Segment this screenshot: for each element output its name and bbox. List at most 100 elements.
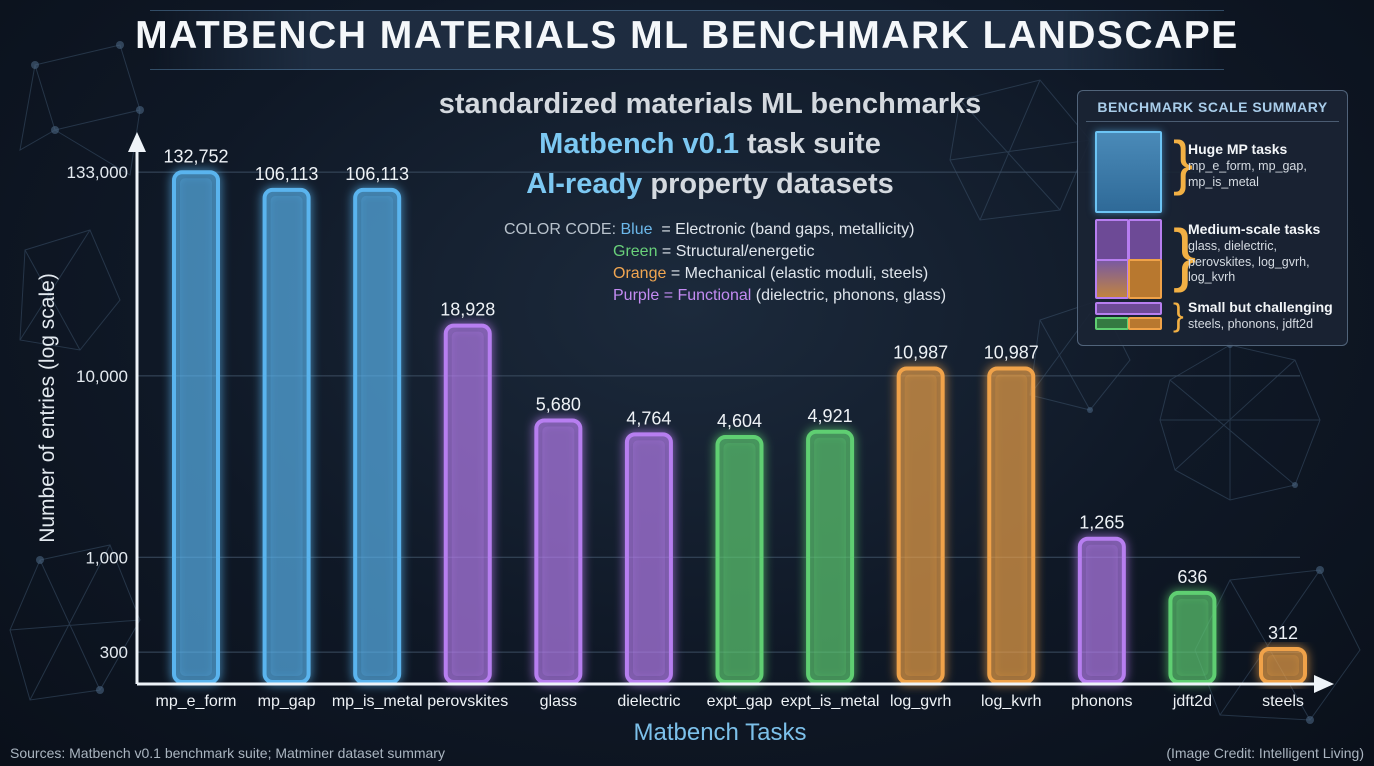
bar [1168, 590, 1217, 684]
x-axis-title: Matbench Tasks [634, 719, 807, 746]
subtitle-line-1: standardized materials ML benchmarks [438, 88, 982, 120]
data-label: 312 [1268, 623, 1298, 643]
data-label: 132,752 [163, 146, 228, 166]
color-code-blue-word: Blue [620, 221, 653, 238]
subtitle-highlight-ai: AI-ready [526, 168, 643, 200]
bar [1259, 646, 1307, 685]
bar [896, 366, 945, 684]
medium-tasks-swatch-orange [1128, 259, 1162, 299]
medium-tasks-swatch-mixed [1095, 259, 1129, 299]
color-code-green: Green = Structural/energetic [613, 243, 814, 261]
sources-note: Sources: Matbench v0.1 benchmark suite; … [10, 745, 445, 761]
subtitle-highlight-version: Matbench v0.1 [539, 128, 739, 160]
summary-divider [1086, 121, 1339, 122]
bar [1077, 536, 1126, 684]
summary-text-small: steels, phonons, jdft2d [1188, 317, 1314, 331]
y-tick-label: 133,000 [67, 163, 128, 182]
data-label: 4,764 [626, 408, 671, 428]
data-label: 10,987 [893, 343, 948, 363]
y-tick-label: 1,000 [85, 548, 128, 567]
color-code-label: COLOR CODE: [504, 221, 617, 238]
data-label: 4,921 [808, 406, 853, 426]
bar [987, 366, 1036, 684]
summary-text-medium: glass, dielectric, perovskites, log_gvrh… [1188, 239, 1310, 284]
bar-inner [1176, 598, 1209, 676]
x-tick-label: dielectric [617, 693, 680, 710]
bar [534, 418, 583, 684]
color-code-green-desc: = Structural/energetic [657, 243, 815, 260]
medium-tasks-swatch-purple-1 [1095, 219, 1129, 261]
title-banner [150, 10, 1224, 70]
summary-heading-medium: Medium-scale tasks [1188, 221, 1321, 237]
medium-tasks-brace-icon: } [1173, 215, 1197, 293]
color-code-orange-desc: = Mechanical (elastic moduli, steels) [666, 265, 929, 282]
bar [443, 323, 492, 684]
huge-tasks-brace-icon: } [1173, 129, 1194, 196]
bar-inner [270, 195, 303, 676]
color-code-purple-desc: (dielectric, phonons, glass) [751, 287, 947, 304]
bar [806, 429, 855, 685]
huge-tasks-swatch [1095, 131, 1162, 213]
data-label: 10,987 [984, 343, 1039, 363]
bar-inner [904, 374, 937, 676]
color-code-purple: Purple = Functional (dielectric, phonons… [613, 287, 946, 305]
x-tick-label: expt_is_metal [781, 693, 880, 710]
medium-tasks-swatch-purple-2 [1128, 219, 1162, 261]
bars [172, 170, 1307, 685]
data-label: 106,113 [345, 164, 409, 184]
bar [172, 170, 220, 684]
x-axis-arrow-icon [1314, 675, 1334, 693]
data-label: 18,928 [440, 300, 495, 320]
subtitle-line-2: Matbench v0.1 task suite [290, 128, 1130, 161]
x-tick-label: expt_gap [707, 693, 773, 710]
small-tasks-swatch-purple [1095, 302, 1162, 315]
subtitle-rest-2: task suite [739, 128, 881, 160]
bar-inner [1085, 544, 1118, 676]
y-tick-label: 300 [100, 643, 128, 662]
data-label: 4,604 [717, 411, 762, 431]
bar-inner [723, 443, 756, 676]
small-tasks-swatch-green [1095, 317, 1129, 330]
data-label: 106,113 [255, 164, 319, 184]
scale-summary-panel: BENCHMARK SCALE SUMMARY } Huge MP tasks … [1077, 90, 1348, 346]
bar-inner [542, 426, 575, 676]
x-tick-label: phonons [1071, 693, 1132, 710]
color-code-orange-word: Orange [613, 265, 667, 282]
data-label: 1,265 [1079, 513, 1124, 533]
bar [624, 432, 673, 685]
summary-title: BENCHMARK SCALE SUMMARY [1097, 99, 1328, 115]
subtitle-rest-3: property datasets [642, 168, 894, 200]
small-tasks-brace-icon: } [1173, 297, 1184, 333]
bar-inner [995, 374, 1028, 676]
subtitle-line-3: AI-ready property datasets [290, 168, 1130, 201]
small-tasks-swatch-orange [1128, 317, 1162, 330]
summary-text-huge: mp_e_form, mp_gap, mp_is_metal [1188, 159, 1307, 189]
data-label: 636 [1177, 567, 1207, 587]
bar [262, 187, 311, 684]
image-credit: (Image Credit: Intelligent Living) [1166, 745, 1364, 761]
x-tick-label: mp_is_metal [332, 693, 423, 710]
x-tick-label: steels [1262, 693, 1304, 710]
x-tick-label: perovskites [427, 693, 508, 710]
x-tick-label: mp_e_form [156, 693, 237, 710]
bar-inner [361, 195, 394, 676]
x-tick-label: mp_gap [258, 693, 316, 710]
color-code-blue-desc: = Electronic (band gaps, metallicity) [652, 221, 915, 238]
bar-inner [632, 440, 665, 676]
color-code-green-word: Green [613, 243, 658, 260]
bar [353, 187, 402, 684]
summary-heading-small: Small but challenging [1188, 299, 1333, 315]
bar-inner [451, 331, 484, 676]
x-tick-label: log_kvrh [981, 693, 1041, 710]
x-tick-label: jdft2d [1172, 693, 1212, 710]
bar-inner [814, 437, 847, 676]
bar-inner [1267, 654, 1299, 676]
y-tick-label: 10,000 [76, 367, 128, 386]
color-code-orange: Orange = Mechanical (elastic moduli, ste… [613, 265, 928, 283]
page-title: MATBENCH MATERIALS ML BENCHMARK LANDSCAP… [135, 14, 1239, 57]
x-tick-label: log_gvrh [890, 693, 951, 710]
summary-heading-huge: Huge MP tasks [1188, 141, 1288, 157]
x-tick-label: glass [540, 693, 577, 710]
